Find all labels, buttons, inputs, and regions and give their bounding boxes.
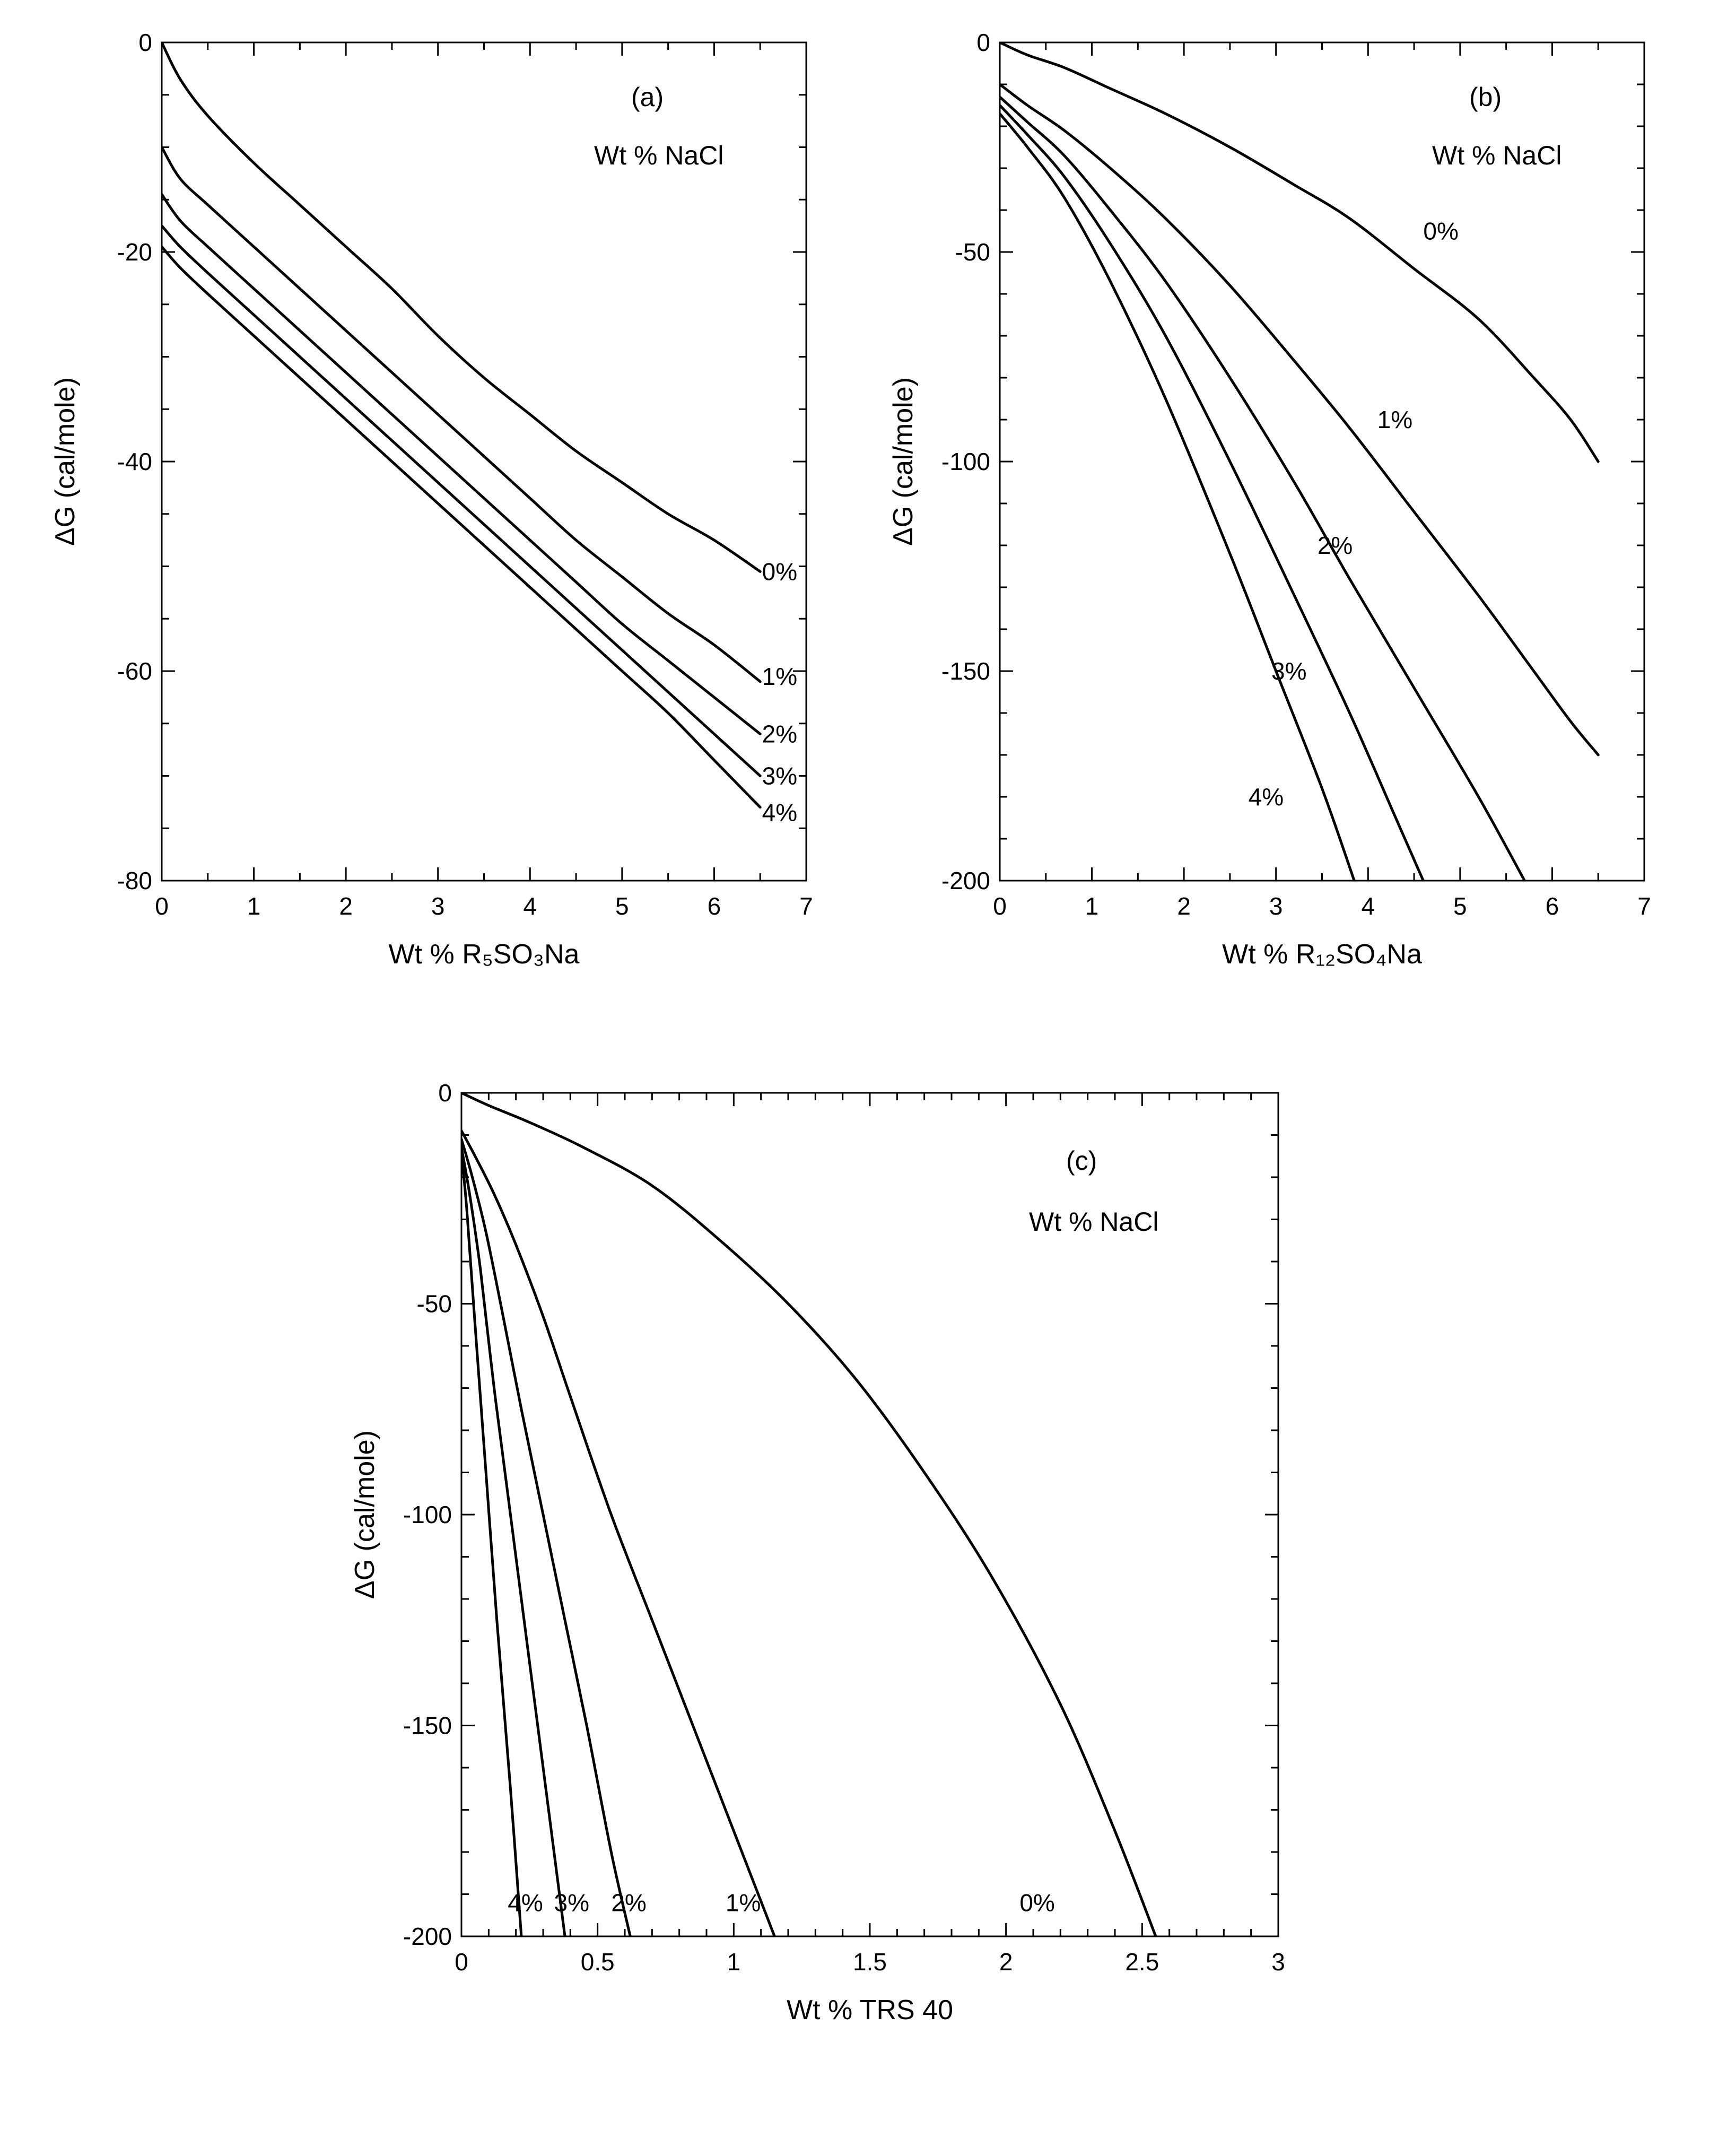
y-tick-label: -60 bbox=[117, 657, 152, 685]
x-tick-label: 2 bbox=[339, 892, 353, 920]
x-tick-label: 2 bbox=[1177, 892, 1191, 920]
y-tick-label: -50 bbox=[417, 1290, 452, 1318]
y-tick-label: -150 bbox=[941, 657, 990, 685]
panel-a-curve-label: 3% bbox=[762, 762, 797, 790]
panel-c-curve bbox=[461, 1131, 774, 1936]
figure-page: 01234567-80-60-40-200Wt % R₅SO₃NaΔG (cal… bbox=[0, 0, 1736, 2130]
y-tick-label: -200 bbox=[941, 867, 990, 894]
x-tick-label: 4 bbox=[1361, 892, 1375, 920]
x-tick-label: 5 bbox=[1453, 892, 1467, 920]
panel-b-curve-label: 3% bbox=[1271, 657, 1306, 685]
x-tick-label: 1 bbox=[727, 1948, 741, 1976]
panel-b-ylabel: ΔG (cal/mole) bbox=[888, 377, 919, 546]
x-tick-label: 3 bbox=[431, 892, 445, 920]
x-tick-label: 2.5 bbox=[1125, 1948, 1159, 1976]
y-tick-label: -150 bbox=[403, 1712, 452, 1740]
x-tick-label: 6 bbox=[708, 892, 721, 920]
panel-b-curve bbox=[1000, 97, 1524, 881]
x-tick-label: 6 bbox=[1546, 892, 1559, 920]
panel-a: 0 1 2 3 4 5 6 7 -80 -60 -40 -20 0 Wt % R₅SO₃Na ΔG (cal… bbox=[50, 29, 813, 970]
panel-a-curve-label: 0% bbox=[762, 558, 797, 585]
panel-c-curve-label: 0% bbox=[1019, 1889, 1054, 1917]
panel-b-curve-label: 1% bbox=[1377, 406, 1412, 433]
y-tick-label: -20 bbox=[117, 238, 152, 266]
panel-c: 0 0.5 1 1.5 2 2.5 3 -200 -150 -100 -50 0 Wt % TRS 40… bbox=[350, 1079, 1285, 2025]
panel-b-curve bbox=[1000, 106, 1423, 881]
y-tick-label: -100 bbox=[941, 448, 990, 475]
panel-b-curve-label: 2% bbox=[1318, 532, 1353, 559]
panel-b: 0 1 2 3 4 5 6 7 -200 -150 -100 -50 0 Wt % R₁₂SO₄Na ΔG … bbox=[888, 29, 1651, 970]
x-tick-label: 4 bbox=[523, 892, 537, 920]
panel-a-curve-label: 2% bbox=[762, 720, 797, 748]
panel-a-curve bbox=[162, 247, 760, 807]
panel-b-curve-label: 4% bbox=[1249, 783, 1284, 811]
y-tick-label: -80 bbox=[117, 867, 152, 894]
x-tick-label: 3 bbox=[1271, 1948, 1285, 1976]
x-tick-label: 0 bbox=[993, 892, 1007, 920]
y-tick-label: 0 bbox=[138, 29, 152, 56]
panel-a-legend-title: Wt % NaCl bbox=[594, 141, 723, 170]
x-tick-label: 0 bbox=[155, 892, 169, 920]
panel-b-curve bbox=[1000, 42, 1598, 462]
panel-c-curve-label: 1% bbox=[726, 1889, 761, 1917]
panel-b-curve-label: 0% bbox=[1423, 218, 1458, 245]
panel-b-xlabel: Wt % R₁₂SO₄Na bbox=[1222, 939, 1422, 970]
y-tick-label: -100 bbox=[403, 1501, 452, 1528]
x-tick-label: 7 bbox=[799, 892, 813, 920]
x-tick-label: 1.5 bbox=[853, 1948, 887, 1976]
x-tick-label: 5 bbox=[615, 892, 629, 920]
x-tick-label: 0.5 bbox=[581, 1948, 615, 1976]
panel-c-ylabel: ΔG (cal/mole) bbox=[350, 1430, 380, 1599]
panel-c-curve-label: 4% bbox=[508, 1889, 543, 1917]
panel-a-curve bbox=[162, 42, 760, 571]
panel-a-ylabel: ΔG (cal/mole) bbox=[50, 377, 81, 546]
panel-c-curve-label: 3% bbox=[554, 1889, 589, 1917]
panel-c-letter: (c) bbox=[1066, 1146, 1097, 1176]
x-tick-label: 7 bbox=[1637, 892, 1651, 920]
y-tick-label: 0 bbox=[976, 29, 990, 56]
x-tick-label: 1 bbox=[247, 892, 261, 920]
x-tick-label: 1 bbox=[1085, 892, 1099, 920]
y-tick-label: -40 bbox=[117, 448, 152, 475]
panel-a-curve bbox=[162, 194, 760, 734]
x-tick-label: 0 bbox=[455, 1948, 468, 1976]
y-tick-label: -50 bbox=[955, 238, 990, 266]
panel-a-curve bbox=[162, 226, 760, 776]
panel-a-letter: (a) bbox=[631, 82, 664, 112]
figure-svg: 01234567-80-60-40-200Wt % R₅SO₃NaΔG (cal… bbox=[0, 0, 1736, 2130]
panel-c-curve-label: 2% bbox=[611, 1889, 646, 1917]
panel-a-curve-label: 4% bbox=[762, 799, 797, 827]
panel-c-xlabel: Wt % TRS 40 bbox=[787, 1995, 953, 2025]
x-tick-label: 2 bbox=[999, 1948, 1013, 1976]
panel-b-letter: (b) bbox=[1469, 82, 1502, 112]
panel-c-curve bbox=[461, 1152, 521, 1936]
panel-a-curve-label: 1% bbox=[762, 663, 797, 690]
panel-c-curve bbox=[461, 1139, 630, 1936]
panel-b-legend-title: Wt % NaCl bbox=[1432, 141, 1561, 170]
y-tick-label: 0 bbox=[438, 1079, 452, 1107]
y-tick-label: -200 bbox=[403, 1923, 452, 1950]
x-tick-label: 3 bbox=[1269, 892, 1283, 920]
panel-a-xlabel: Wt % R₅SO₃Na bbox=[389, 939, 580, 970]
panel-c-legend-title: Wt % NaCl bbox=[1029, 1207, 1158, 1237]
panel-a-curve bbox=[162, 147, 760, 682]
